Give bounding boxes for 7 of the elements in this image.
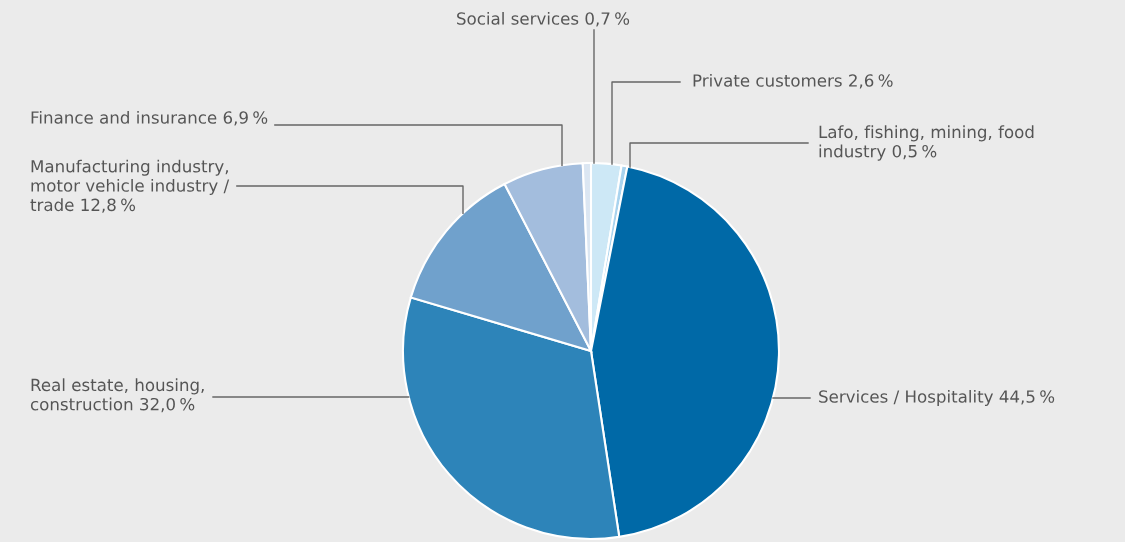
slice-label: Social services 0,7 % xyxy=(457,11,630,27)
slice-label: Services / Hospitality 44,5 % xyxy=(819,389,1055,407)
slice-label: Real estate, housing, construction 32,0 % xyxy=(30,378,204,413)
slice-label: Finance and insurance 6,9 % xyxy=(31,110,268,126)
slice-label: Lafo, fishing, mining, food industry 0,5 % xyxy=(819,125,1034,161)
slice-label: Private customers 2,6 % xyxy=(693,73,893,89)
slice-label: Manufacturing industry, motor vehicle industry / trade 12,8 % xyxy=(30,159,230,213)
